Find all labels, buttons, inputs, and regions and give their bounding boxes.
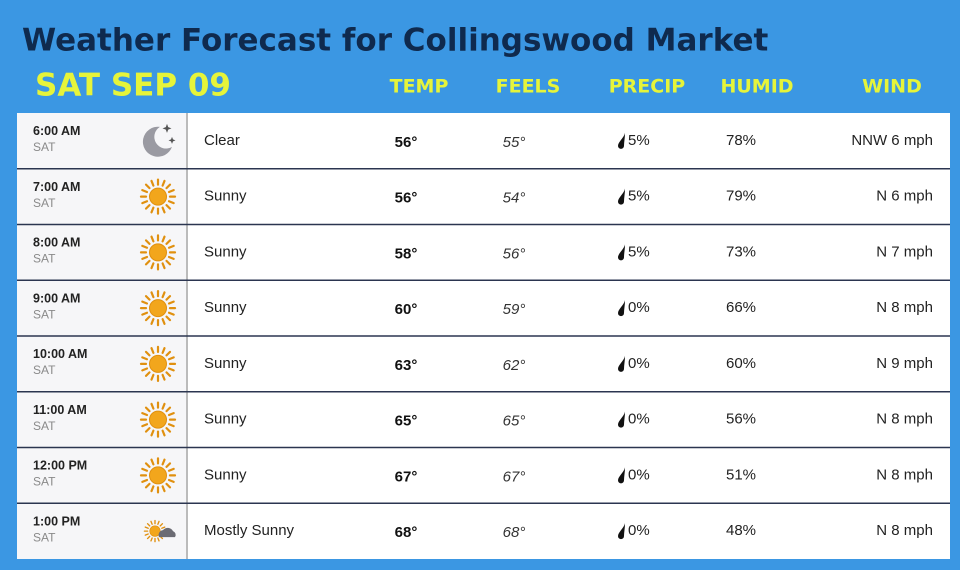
humid: 60%: [726, 355, 756, 372]
humid: 56%: [726, 411, 756, 428]
column-header: WIND: [862, 76, 922, 98]
date: SAT SEP 09: [35, 68, 231, 104]
humid: 48%: [726, 522, 756, 539]
time: 12:00 PM: [33, 459, 87, 473]
time: 9:00 AM: [33, 291, 80, 305]
humid: 51%: [726, 466, 756, 483]
humid: 78%: [726, 132, 756, 149]
column-header: FEELS: [496, 76, 561, 98]
precip: 0%: [628, 522, 650, 539]
weather-icon: [139, 178, 177, 215]
humid: 66%: [726, 299, 756, 316]
precip: 5%: [628, 243, 650, 260]
precip: 0%: [628, 466, 650, 483]
feels: 62°: [503, 357, 526, 374]
day: SAT: [33, 252, 56, 266]
feels: 67°: [503, 468, 526, 485]
humid: 79%: [726, 188, 756, 205]
condition: Sunny: [204, 243, 247, 260]
feels: 68°: [503, 524, 526, 541]
condition: Sunny: [204, 188, 247, 205]
time: 10:00 AM: [33, 347, 87, 361]
feels: 55°: [503, 134, 526, 151]
day: SAT: [33, 475, 56, 489]
weather-icon: [139, 234, 177, 271]
day: SAT: [33, 307, 56, 321]
condition: Sunny: [204, 355, 247, 372]
temp: 60°: [395, 301, 418, 318]
day: SAT: [33, 530, 56, 544]
title: Weather Forecast for Collingswood Market: [22, 23, 768, 59]
condition: Clear: [204, 132, 240, 149]
weather-icon: [139, 290, 177, 327]
condition: Sunny: [204, 411, 247, 428]
feels: 56°: [503, 245, 526, 262]
day: SAT: [33, 140, 56, 154]
day: SAT: [33, 419, 56, 433]
condition: Sunny: [204, 466, 247, 483]
wind: N 6 mph: [876, 188, 933, 205]
precip: 5%: [628, 188, 650, 205]
wind: N 8 mph: [876, 466, 933, 483]
precip: 5%: [628, 132, 650, 149]
feels: 59°: [503, 301, 526, 318]
temp: 56°: [395, 190, 418, 207]
temp: 68°: [395, 524, 418, 541]
precip: 0%: [628, 355, 650, 372]
feels: 54°: [503, 190, 526, 207]
weather-icon: [139, 345, 177, 382]
feels: 65°: [503, 413, 526, 430]
column-header: PRECIP: [609, 76, 686, 98]
time: 6:00 AM: [33, 124, 80, 138]
wind: N 8 mph: [876, 522, 933, 539]
time: 1:00 PM: [33, 514, 80, 528]
condition: Mostly Sunny: [204, 522, 295, 539]
column-header: HUMID: [720, 76, 793, 98]
temp: 67°: [395, 468, 418, 485]
day: SAT: [33, 196, 56, 210]
time: 11:00 AM: [33, 403, 87, 417]
column-header: TEMP: [390, 76, 449, 98]
weather-icon: [139, 457, 177, 494]
temp: 65°: [395, 413, 418, 430]
wind: N 8 mph: [876, 411, 933, 428]
time: 8:00 AM: [33, 236, 80, 250]
humid: 73%: [726, 243, 756, 260]
wind: NNW 6 mph: [851, 132, 933, 149]
wind: N 9 mph: [876, 355, 933, 372]
temp: 63°: [395, 357, 418, 374]
day: SAT: [33, 363, 56, 377]
wind: N 8 mph: [876, 299, 933, 316]
weather-icon: [139, 401, 177, 438]
wind: N 7 mph: [876, 243, 933, 260]
precip: 0%: [628, 299, 650, 316]
precip: 0%: [628, 411, 650, 428]
temp: 56°: [395, 134, 418, 151]
temp: 58°: [395, 245, 418, 262]
condition: Sunny: [204, 299, 247, 316]
time: 7:00 AM: [33, 180, 80, 194]
